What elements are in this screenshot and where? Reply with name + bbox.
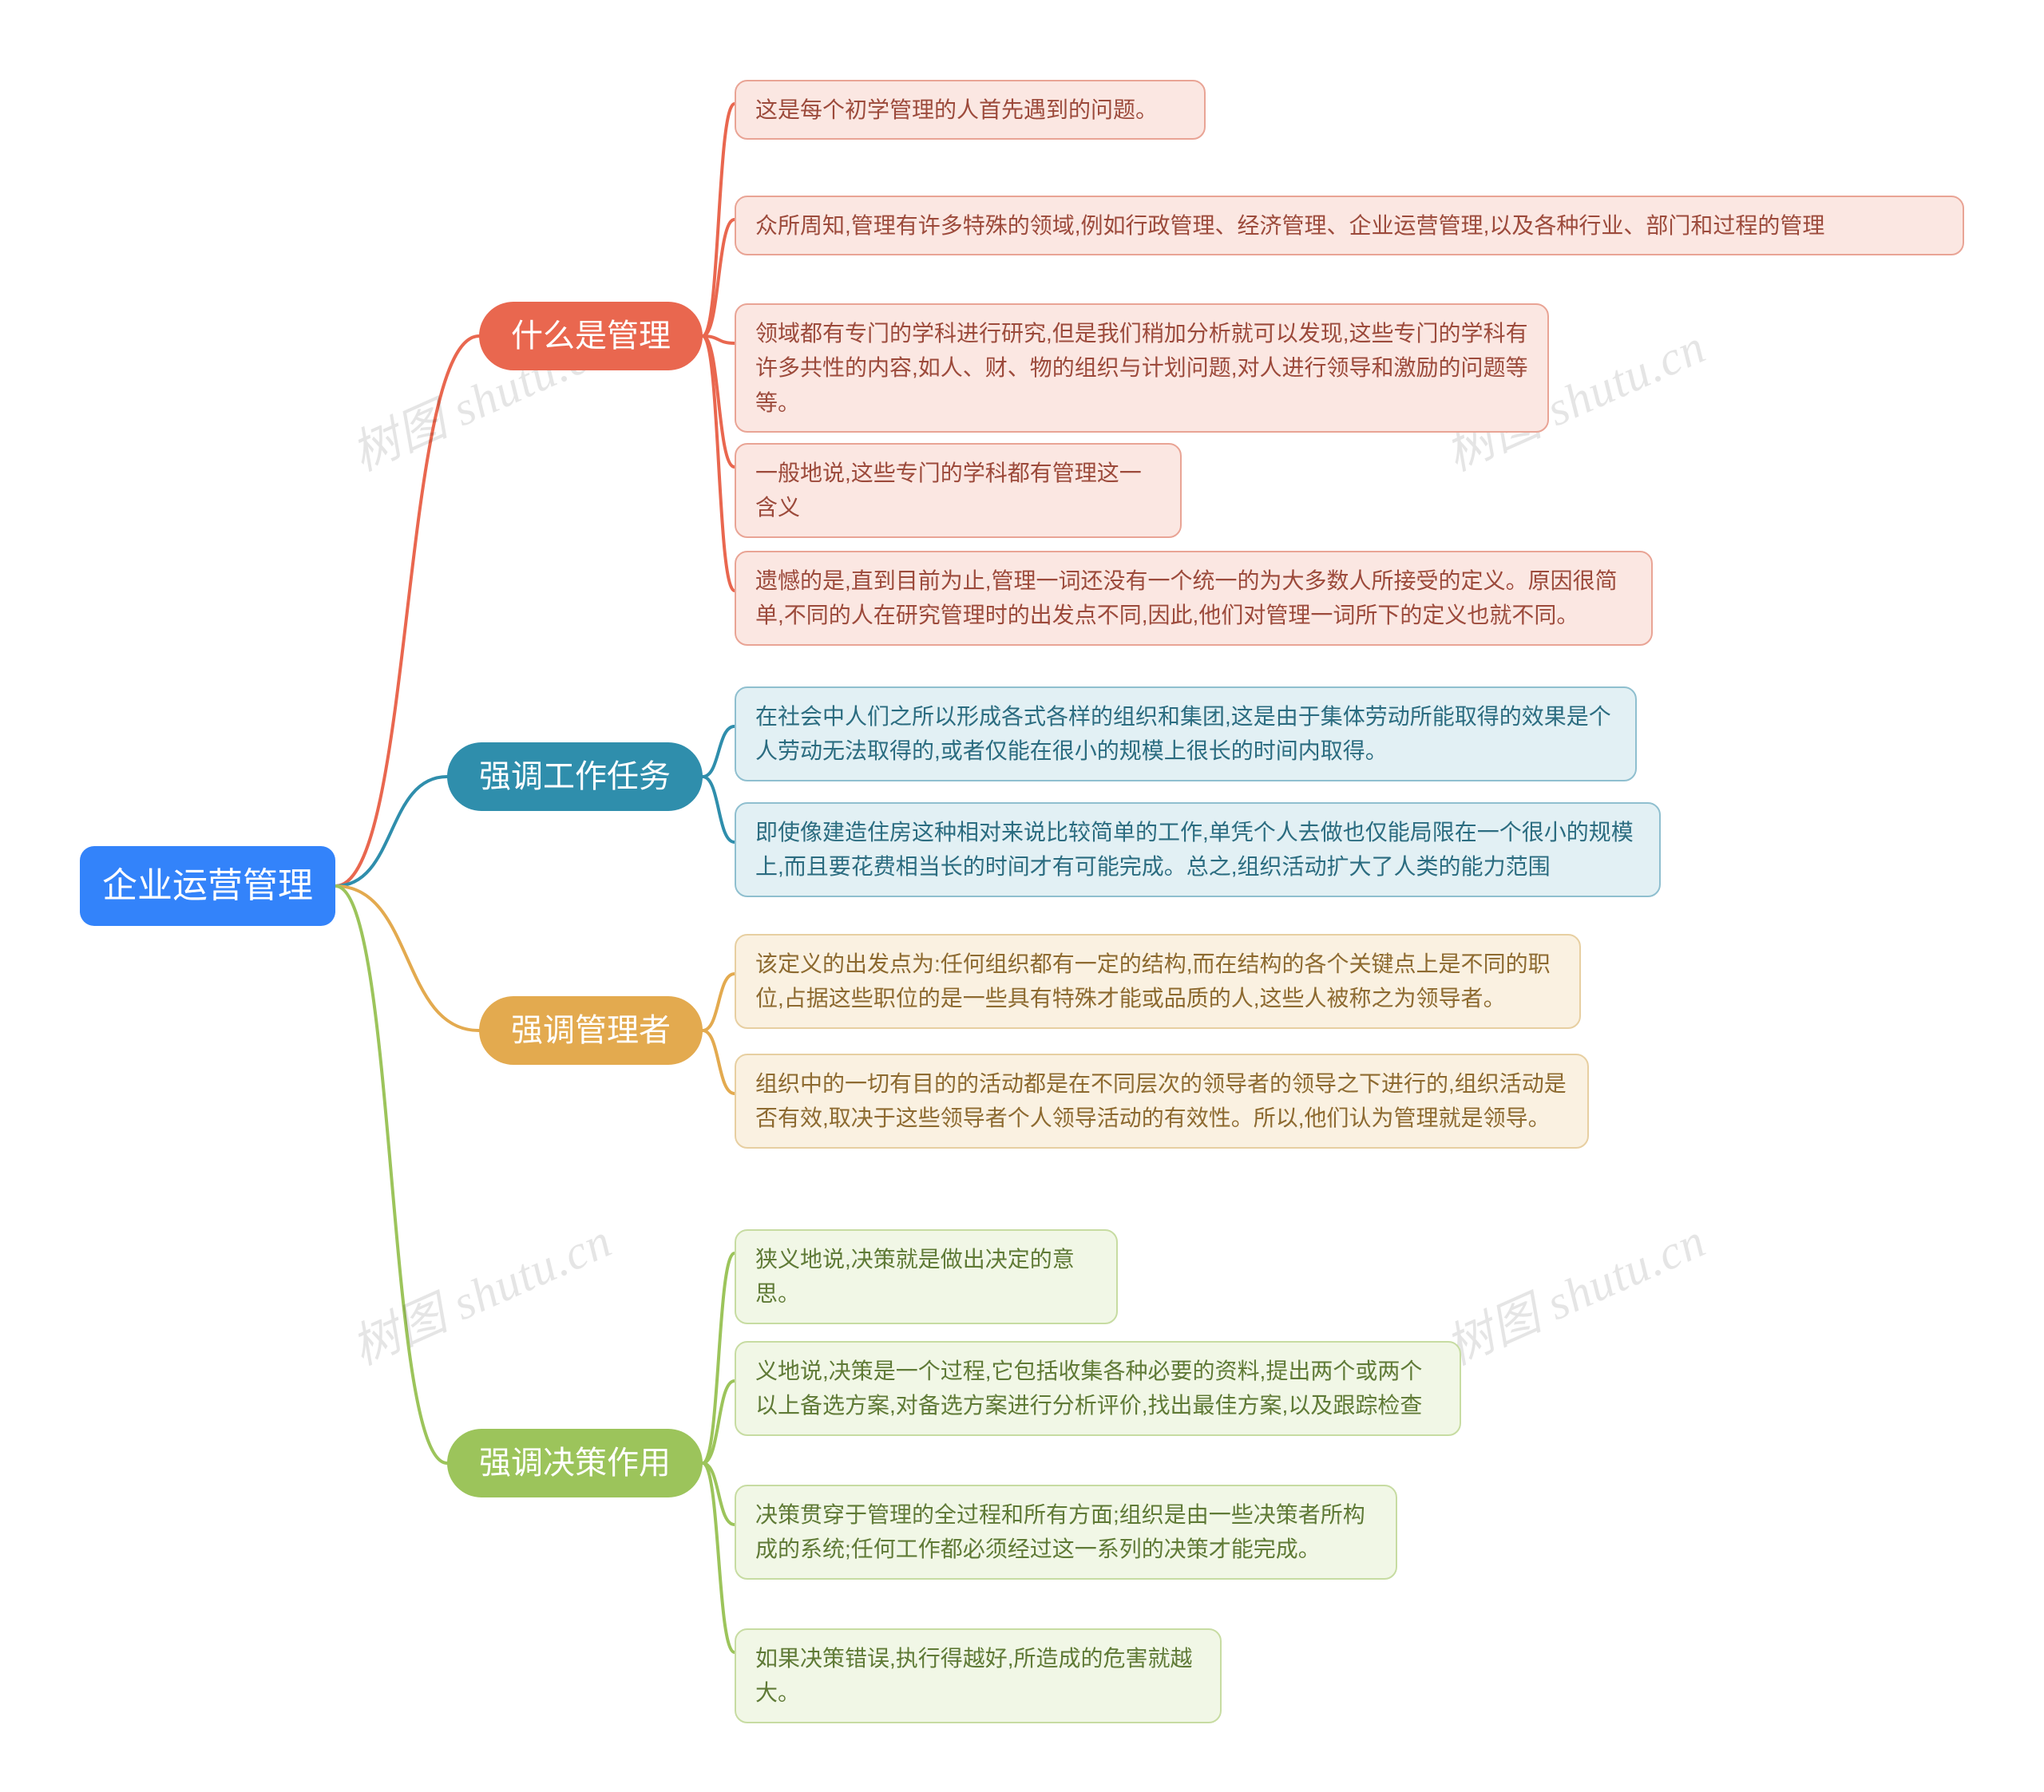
branch-node[interactable]: 强调管理者 [479,996,703,1065]
leaf-node[interactable]: 该定义的出发点为:任何组织都有一定的结构,而在结构的各个关键点上是不同的职位,占… [735,934,1581,1029]
leaf-node[interactable]: 遗憾的是,直到目前为止,管理一词还没有一个统一的为大多数人所接受的定义。原因很简… [735,551,1653,646]
leaf-node[interactable]: 众所周知,管理有许多特殊的领域,例如行政管理、经济管理、企业运营管理,以及各种行… [735,196,1964,255]
mindmap-canvas: 树图 shutu.cn树图 shutu.cn树图 shutu.cn树图 shut… [0,0,2044,1792]
leaf-node[interactable]: 组织中的一切有目的的活动都是在不同层次的领导者的领导之下进行的,组织活动是否有效… [735,1054,1589,1149]
leaf-node[interactable]: 义地说,决策是一个过程,它包括收集各种必要的资料,提出两个或两个以上备选方案,对… [735,1341,1461,1436]
leaf-node[interactable]: 决策贯穿于管理的全过程和所有方面;组织是由一些决策者所构成的系统;任何工作都必须… [735,1485,1397,1580]
leaf-node[interactable]: 领域都有专门的学科进行研究,但是我们稍加分析就可以发现,这些专门的学科有许多共性… [735,303,1549,433]
watermark: 树图 shutu.cn [339,1202,621,1379]
leaf-node[interactable]: 即使像建造住房这种相对来说比较简单的工作,单凭个人去做也仅能局限在一个很小的规模… [735,802,1661,897]
branch-node[interactable]: 强调工作任务 [447,742,703,811]
watermark: 树图 shutu.cn [1433,1202,1715,1379]
branch-node[interactable]: 强调决策作用 [447,1429,703,1497]
leaf-node[interactable]: 这是每个初学管理的人首先遇到的问题。 [735,80,1206,140]
leaf-node[interactable]: 在社会中人们之所以形成各式各样的组织和集团,这是由于集体劳动所能取得的效果是个人… [735,686,1637,781]
root-node[interactable]: 企业运营管理 [80,846,335,926]
leaf-node[interactable]: 一般地说,这些专门的学科都有管理这一含义 [735,443,1182,538]
leaf-node[interactable]: 狭义地说,决策就是做出决定的意思。 [735,1229,1118,1324]
branch-node[interactable]: 什么是管理 [479,302,703,370]
leaf-node[interactable]: 如果决策错误,执行得越好,所造成的危害就越大。 [735,1628,1222,1723]
